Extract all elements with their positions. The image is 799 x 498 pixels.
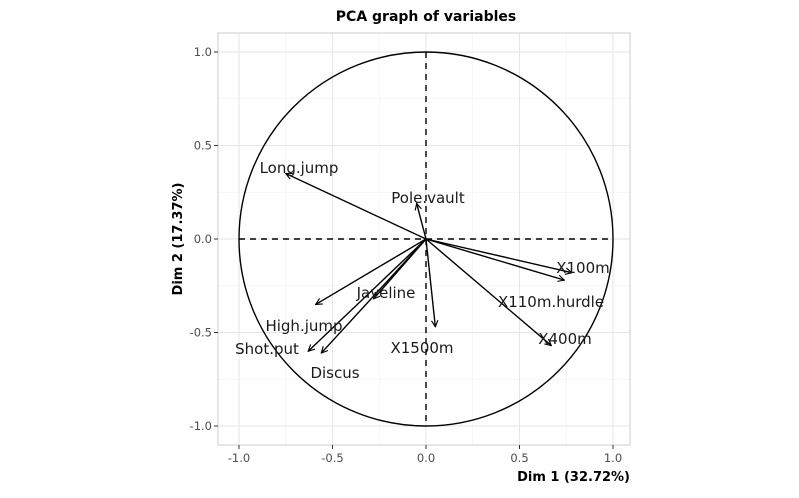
variable-arrow (425, 238, 435, 327)
chart-title: PCA graph of variables (336, 9, 516, 25)
y-axis-label: Dim 2 (17.37%) (171, 183, 186, 296)
y-axis-ticks: 1.0 0.5 0.0 -0.5 -1.0 (190, 45, 218, 433)
x-tick-label: -1.0 (228, 451, 250, 465)
variable-arrow (321, 238, 427, 353)
y-tick-label: -0.5 (190, 326, 212, 340)
variable-arrow (286, 174, 427, 240)
x-tick-label: 0.0 (417, 451, 435, 465)
x-tick-label: 1.0 (604, 451, 622, 465)
variable-label: Pole.vault (391, 189, 465, 207)
variable-arrows (286, 174, 572, 354)
variable-label: X1500m (390, 339, 453, 357)
variable-arrow (417, 203, 427, 240)
variable-label: Javeline (356, 284, 416, 302)
variable-label: X100m (556, 259, 610, 277)
variable-labels: Long.jump Pole.vault X100m X110m.hurdle X400… (235, 159, 610, 382)
variable-label: Discus (310, 364, 359, 382)
major-grid (218, 33, 630, 445)
x-tick-label: 0.5 (510, 451, 528, 465)
x-axis-label: Dim 1 (32.72%) (517, 470, 630, 485)
variable-arrow (316, 238, 427, 304)
x-axis-ticks: -1.0 -0.5 0.0 0.5 1.0 (228, 445, 622, 465)
x-tick-label: -0.5 (321, 451, 343, 465)
y-tick-label: 0.0 (194, 232, 212, 246)
y-tick-label: -1.0 (190, 419, 212, 433)
y-tick-label: 1.0 (194, 45, 212, 59)
variable-arrow (425, 238, 551, 346)
variable-arrow (308, 238, 427, 351)
variable-label: High.jump (265, 317, 342, 335)
variable-arrow (425, 238, 572, 273)
variable-label: Long.jump (260, 159, 339, 177)
variable-label: X110m.hurdle (498, 293, 604, 311)
variable-label: X400m (538, 330, 592, 348)
y-tick-label: 0.5 (194, 139, 212, 153)
variable-arrow (425, 238, 564, 280)
variable-label: Shot.put (235, 340, 299, 358)
